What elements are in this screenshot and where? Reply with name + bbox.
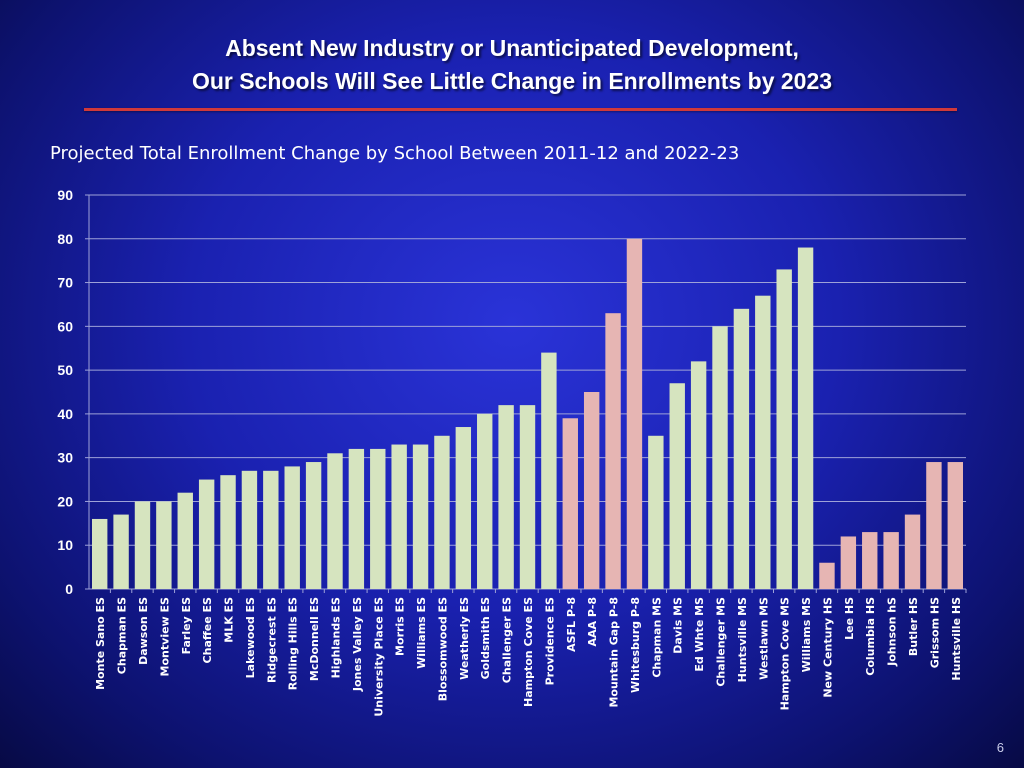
x-tick-label: Highlands ES (329, 597, 342, 678)
x-tick-label: MLK ES (223, 597, 236, 643)
bar-davis-ms (669, 383, 685, 589)
bar-chapman-ms (648, 435, 664, 589)
x-tick-label: Williams MS (800, 597, 813, 672)
x-tick-label: Grissom HS (928, 597, 941, 668)
bar-dawson-es (134, 501, 151, 589)
x-tick-label: Challenger MS (715, 597, 728, 687)
x-tick-label: Chapman MS (650, 597, 663, 678)
x-tick-label: Johnson hS (886, 597, 899, 667)
y-tick-label: 50 (57, 362, 73, 378)
bar-mlk-es (220, 475, 236, 589)
bar-hampton-cove-ms (776, 269, 792, 589)
bar-columbia-hs (862, 532, 878, 589)
bar-jones-valley-es (348, 448, 365, 589)
y-tick-label: 60 (57, 318, 73, 334)
x-tick-label: Goldsmith ES (479, 597, 492, 679)
bar-asfl-p-8 (562, 418, 578, 589)
bar-challenger-es (498, 405, 514, 589)
x-tick-label: Hampton Cove MS (779, 597, 792, 710)
x-tick-label: Blossomwood ES (436, 597, 449, 701)
bar-grissom-hs (926, 462, 942, 589)
x-tick-label: Ed Whte MS (693, 597, 706, 672)
x-tick-label: Ridgecrest ES (265, 597, 278, 683)
bar-williams-es (412, 444, 429, 589)
bar-westlawn-ms (755, 295, 771, 589)
bar-aaa-p-8 (583, 392, 600, 589)
slide-title: Absent New Industry or Unanticipated Dev… (0, 32, 1024, 98)
bar-blossomwood-es (434, 435, 450, 589)
x-tick-label: New Century HS (821, 597, 834, 698)
bar-whitesburg-p-8 (626, 238, 643, 589)
bar-goldsmith-es (477, 413, 493, 589)
y-tick-label: 40 (57, 406, 73, 422)
slide-title-line-2: Our Schools Will See Little Change in En… (191, 68, 833, 94)
x-tick-label: ASFL P-8 (565, 597, 578, 652)
x-tick-label: Lakewood ES (244, 597, 257, 678)
x-tick-label: Farley ES (180, 597, 193, 654)
x-tick-label: McDonnell ES (308, 597, 321, 681)
y-tick-label: 20 (57, 493, 73, 509)
x-tick-label: Huntsville MS (736, 597, 749, 682)
x-tick-label: Mountain Gap P-8 (608, 597, 621, 708)
x-tick-label: Chapman ES (116, 597, 129, 674)
bar-ed-whte-ms (690, 361, 707, 589)
x-tick-label: Rolling Hills ES (287, 597, 300, 690)
bar-morris-es (391, 444, 407, 589)
bar-montview-es (156, 501, 172, 589)
y-tick-label: 0 (65, 581, 73, 597)
bar-mountain-gap-p-8 (605, 313, 621, 589)
x-tick-label: Huntsville HS (950, 597, 963, 681)
bar-chaffee-es (198, 479, 215, 589)
x-tick-label: Williams ES (415, 597, 428, 669)
bar-hampton-cove-es (519, 405, 536, 589)
bar-huntsville-hs (947, 462, 964, 589)
x-tick-label: University Place ES (372, 597, 385, 717)
title-divider (84, 108, 957, 111)
bar-rolling-hills-es (284, 466, 300, 589)
x-tick-label: Lee HS (843, 597, 856, 640)
bar-huntsville-ms (733, 308, 750, 589)
x-tick-label: Challenger ES (501, 597, 514, 683)
x-tick-label: Columbia HS (864, 597, 877, 676)
bar-chapman-es (113, 514, 129, 589)
bar-highlands-es (327, 453, 343, 589)
x-tick-label: Whitesburg P-8 (629, 597, 642, 693)
x-tick-label: Jones Valley ES (351, 597, 364, 692)
x-tick-label: Hampton Cove ES (522, 597, 535, 707)
bar-johnson-hs (883, 532, 899, 589)
x-tick-label: Monte Sano ES (94, 597, 107, 690)
y-tick-label: 10 (57, 537, 73, 553)
bar-butler-hs (904, 514, 921, 589)
chart-title: Projected Total Enrollment Change by Sch… (50, 143, 740, 164)
bar-farley-es (177, 492, 193, 589)
x-tick-label: Morris ES (394, 597, 407, 656)
x-tick-label: Providence ES (543, 597, 556, 685)
bar-lakewood-es (241, 470, 258, 589)
y-tick-label: 80 (57, 231, 73, 247)
x-tick-label: Montview ES (158, 597, 171, 677)
bar-weatherly-es (455, 427, 472, 589)
bar-university-place-es (370, 448, 386, 589)
x-tick-label: Weatherly ES (458, 597, 471, 680)
x-tick-label: Chaffee ES (201, 597, 214, 664)
bar-mcdonnell-es (305, 462, 322, 589)
slide-title-line-1: Absent New Industry or Unanticipated Dev… (225, 35, 799, 61)
page-number: 6 (996, 740, 1004, 755)
y-tick-label: 70 (57, 275, 73, 291)
bar-providence-es (541, 352, 557, 589)
bar-challenger-ms (712, 326, 728, 589)
bar-williams-ms (797, 247, 814, 590)
y-tick-label: 90 (57, 187, 73, 203)
bar-lee-hs (840, 536, 857, 589)
bar-ridgecrest-es (263, 470, 279, 589)
y-tick-label: 30 (57, 450, 73, 466)
x-tick-label: Davis MS (672, 597, 685, 654)
x-tick-label: AAA P-8 (586, 597, 599, 646)
x-tick-label: Butler HS (907, 597, 920, 656)
x-tick-label: Dawson ES (137, 597, 150, 665)
bar-monte-sano-es (91, 518, 108, 589)
bar-new-century-hs (819, 562, 835, 589)
x-tick-label: Westlawn MS (757, 597, 770, 680)
